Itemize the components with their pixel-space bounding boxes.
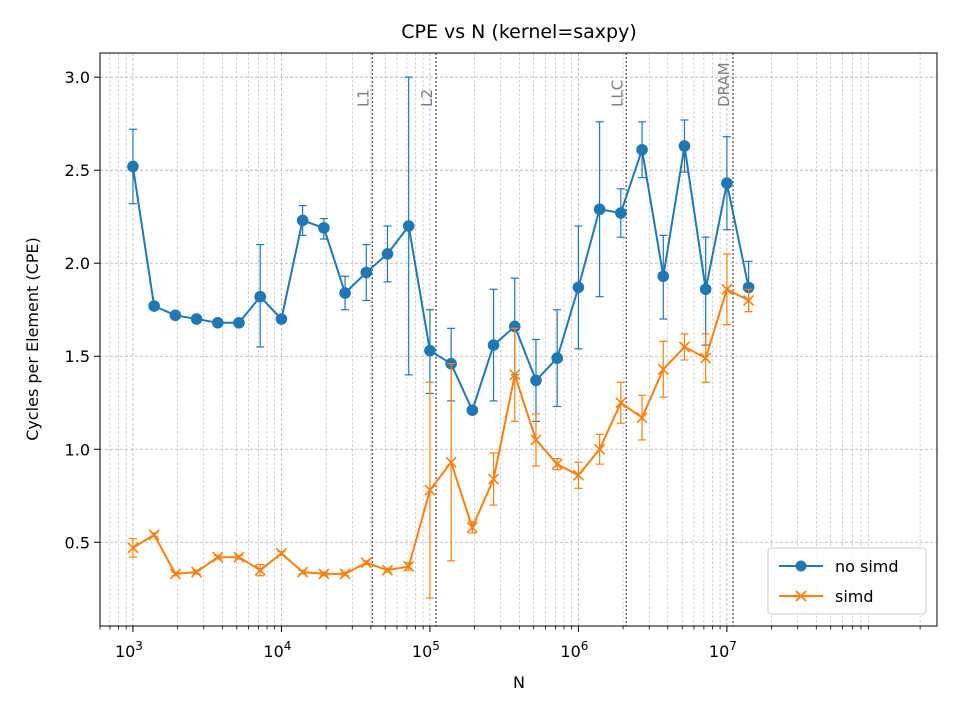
data-point: [466, 521, 478, 533]
data-point: [593, 203, 606, 216]
data-point: [297, 566, 309, 578]
y-tick-label: 3.0: [65, 68, 90, 87]
y-tick-label: 1.0: [65, 440, 90, 459]
chart-title: CPE vs N (kernel=saxpy): [401, 21, 637, 43]
data-point: [212, 551, 224, 563]
x-tick-label: 105: [412, 639, 440, 661]
x-tick-label: 104: [263, 639, 291, 661]
data-point: [487, 473, 500, 485]
legend-marker-x-icon: [795, 590, 807, 602]
cache-boundary-label: L2: [418, 89, 436, 107]
legend-marker-circle-icon: [795, 560, 807, 572]
data-point: [254, 564, 266, 576]
legend: no simd simd: [767, 547, 927, 615]
y-tick-label: 0.5: [65, 533, 90, 552]
cache-boundary-label: DRAM: [715, 62, 733, 107]
data-point: [657, 270, 670, 283]
data-point: [594, 443, 606, 455]
data-point: [572, 469, 584, 481]
data-point: [148, 300, 160, 312]
data-point: [275, 313, 288, 325]
x-tick-label: 106: [560, 639, 588, 661]
x-axis-title: N: [513, 673, 525, 692]
data-point: [551, 352, 563, 364]
data-point: [127, 542, 139, 554]
data-point: [721, 177, 733, 190]
data-point: [445, 456, 457, 468]
data-point: [254, 290, 267, 303]
data-point: [318, 222, 330, 234]
legend-label-simd: simd: [835, 587, 874, 606]
data-point: [296, 214, 309, 227]
x-tick-label: 107: [709, 639, 737, 661]
data-point: [191, 566, 203, 578]
data-point: [615, 397, 627, 409]
data-point: [678, 341, 691, 353]
y-tick-label: 2.0: [65, 254, 90, 273]
data-point: [318, 568, 330, 580]
data-point: [190, 313, 203, 325]
x-tick-label: 103: [115, 639, 143, 661]
data-point: [636, 412, 648, 424]
legend-label-no-simd: no simd: [835, 557, 899, 576]
data-point: [466, 404, 479, 416]
data-point: [657, 363, 669, 375]
data-point: [551, 458, 563, 470]
legend-frame: [767, 547, 927, 615]
data-point: [487, 339, 500, 351]
data-point: [636, 143, 648, 156]
plot-area: L1 L2 LLC DRAM: [99, 53, 937, 626]
data-point: [360, 266, 373, 279]
cache-boundary-label: L1: [354, 89, 372, 107]
data-point: [700, 352, 712, 364]
tick-labels: 103 104 105 106 107 0.5 1.0 1.5 2.0 2.5 3.0: [65, 68, 737, 661]
data-point: [233, 551, 245, 563]
y-axis-title: Cycles per Element (CPE): [23, 237, 42, 441]
data-point: [615, 207, 627, 219]
axes: [94, 52, 938, 632]
data-point: [127, 160, 139, 173]
cache-markers: L1 L2 LLC DRAM: [354, 53, 734, 626]
data-point: [233, 316, 245, 329]
data-point: [572, 281, 585, 294]
data-point: [742, 281, 755, 294]
data-point: [508, 320, 521, 333]
legend-entry-no-simd: no simd: [779, 557, 899, 576]
data-point: [509, 369, 521, 381]
legend-entry-simd: simd: [779, 587, 874, 606]
data-point: [403, 560, 415, 573]
data-point: [148, 529, 160, 541]
data-point: [169, 568, 181, 580]
data-point: [699, 283, 712, 296]
series-line: [132, 288, 750, 575]
data-point: [402, 220, 415, 232]
data-point: [211, 316, 224, 329]
series-simd: [127, 253, 755, 599]
data-point: [275, 547, 287, 560]
data-point: [530, 434, 542, 446]
data-point: [169, 309, 182, 322]
data-point: [530, 374, 542, 387]
y-tick-label: 1.5: [65, 347, 90, 366]
data-point: [339, 287, 351, 299]
data-point: [743, 294, 755, 306]
data-point: [424, 344, 436, 357]
data-point: [381, 248, 394, 260]
cache-boundary-label: LLC: [608, 80, 626, 107]
grid-layer: [99, 53, 937, 626]
series-layer: [127, 76, 755, 599]
data-point: [678, 140, 691, 152]
data-point: [721, 283, 733, 295]
data-point: [424, 484, 436, 496]
plot-frame: [99, 52, 938, 627]
y-tick-label: 2.5: [65, 161, 90, 180]
data-point: [381, 564, 394, 576]
data-point: [339, 568, 351, 580]
data-point: [360, 557, 372, 569]
